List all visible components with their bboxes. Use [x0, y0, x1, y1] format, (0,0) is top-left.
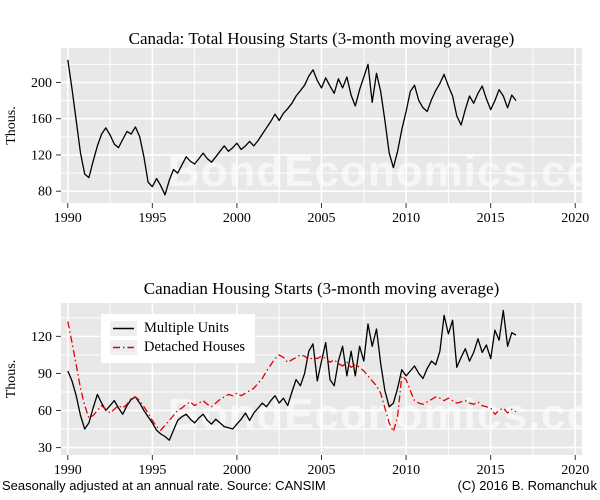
y-tick-label: 60 — [38, 404, 52, 419]
legend-entry-detached-houses: Detached Houses — [110, 338, 245, 357]
series-line-detached-houses — [67, 321, 517, 433]
watermark-text: BondEconomics.com — [168, 147, 600, 196]
legend-key-detached-houses — [110, 340, 137, 355]
x-tick-label: 1995 — [138, 211, 166, 226]
series-line-total-housing-starts — [67, 59, 517, 196]
x-tick-label: 2015 — [477, 463, 505, 478]
bottom-chart-title: Canadian Housing Starts (3-month moving … — [143, 279, 500, 298]
y-axis-label: Thous. — [4, 106, 19, 145]
y-tick-label: 90 — [38, 367, 52, 382]
top-chart: 1990 1995 2000 2005 2010 2015 2020 80 120 160 200 B… — [4, 48, 600, 226]
x-tick-label: 2020 — [561, 211, 589, 226]
copyright-note: (C) 2016 B. Romanchuk — [457, 478, 597, 493]
x-tick-label: 2010 — [392, 211, 420, 226]
y-tick-label: 30 — [38, 441, 52, 456]
x-tick-label: 2000 — [223, 463, 251, 478]
legend-key-multiple-units — [110, 321, 137, 336]
legend-label-multiple-units: Multiple Units — [144, 320, 229, 336]
top-chart-title: Canada: Total Housing Starts (3-month mo… — [128, 29, 515, 48]
x-tick-label: 2005 — [308, 211, 336, 226]
y-tick-label: 120 — [31, 148, 52, 163]
x-tick-label: 2000 — [223, 211, 251, 226]
legend-entry-multiple-units: Multiple Units — [110, 319, 245, 338]
x-tick-label: 2020 — [561, 463, 589, 478]
x-tick-label: 1990 — [54, 463, 82, 478]
y-tick-label: 80 — [38, 185, 52, 200]
watermark-text: BondEconomics.com — [168, 390, 600, 439]
x-tick-label: 1990 — [54, 211, 82, 226]
y-tick-label: 120 — [31, 330, 52, 345]
y-tick-label: 160 — [31, 112, 52, 127]
bottom-chart: 1990 1995 2000 2005 2010 2015 2020 30 60 90 120 Bon… — [4, 303, 600, 478]
y-tick-label: 200 — [31, 76, 52, 91]
series-line-multiple-units — [67, 309, 517, 441]
footer-note: Seasonally adjusted at an annual rate. S… — [2, 478, 326, 493]
x-tick-label: 2015 — [477, 211, 505, 226]
legend-label-detached-houses: Detached Houses — [144, 339, 246, 355]
x-tick-label: 2010 — [392, 463, 420, 478]
x-tick-label: 2005 — [308, 463, 336, 478]
x-tick-label: 1995 — [138, 463, 166, 478]
y-axis-label: Thous. — [4, 360, 19, 399]
legend: Multiple Units Detached Houses — [101, 314, 256, 363]
